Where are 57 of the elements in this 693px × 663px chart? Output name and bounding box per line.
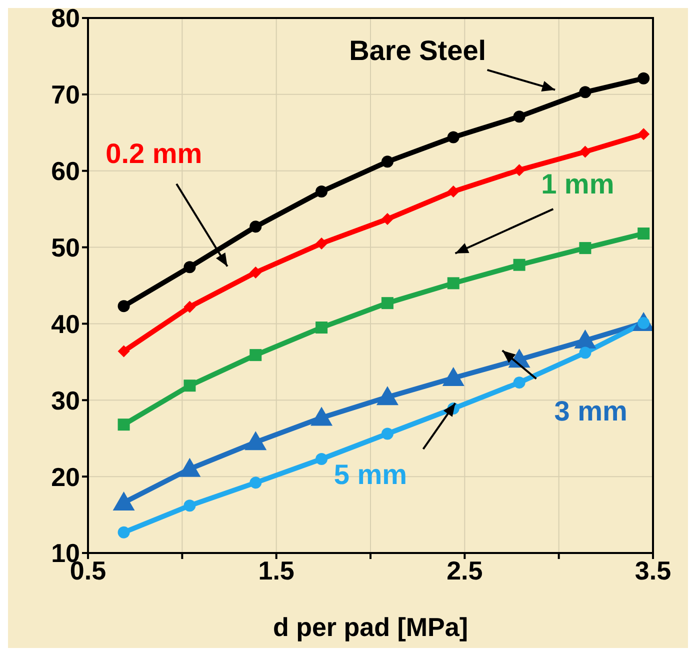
point	[579, 146, 592, 158]
point	[638, 128, 650, 140]
point	[244, 431, 267, 450]
y-tick-label: 70	[51, 80, 80, 110]
point	[513, 164, 526, 176]
x-axis-title: d per pad [MPa]	[272, 612, 468, 642]
point	[112, 492, 135, 511]
point	[178, 458, 201, 477]
point	[579, 346, 592, 359]
y-tick-label: 30	[51, 385, 80, 416]
x-tick-label: 1.5	[258, 555, 294, 586]
point	[118, 345, 130, 358]
point	[381, 213, 394, 226]
y-tick-label: 40	[51, 308, 80, 339]
point	[381, 297, 394, 310]
point	[638, 72, 650, 84]
point	[250, 220, 262, 233]
point	[316, 237, 328, 250]
point	[447, 277, 460, 290]
point	[447, 185, 460, 198]
point	[118, 526, 130, 538]
point	[250, 266, 262, 279]
point	[184, 500, 196, 512]
point	[579, 242, 592, 254]
point	[316, 322, 328, 334]
point	[118, 418, 130, 431]
point	[513, 376, 526, 389]
y-tick-label: 60	[51, 156, 80, 186]
point	[381, 156, 394, 168]
point	[316, 452, 328, 465]
point	[250, 349, 262, 362]
series-label: Bare Steel	[349, 34, 486, 66]
point	[184, 261, 196, 274]
y-tick-label: 20	[51, 462, 80, 492]
point	[184, 380, 196, 392]
series-label: 3 mm	[554, 396, 628, 427]
point	[316, 185, 328, 198]
y-tick-label: 50	[51, 232, 80, 263]
point	[376, 386, 398, 406]
point	[118, 300, 130, 312]
text: 0.2 mm	[106, 138, 202, 169]
point	[442, 366, 464, 386]
point	[574, 330, 596, 349]
point	[310, 406, 333, 426]
y-tick-label: 80	[51, 3, 80, 34]
point	[513, 110, 526, 123]
x-tick-label: 2.5	[446, 555, 483, 586]
point	[250, 476, 262, 489]
point	[381, 428, 394, 440]
point	[447, 131, 460, 144]
x-tick-label: 3.5	[634, 555, 672, 586]
series-label: 1 mm	[541, 168, 614, 200]
point	[579, 86, 592, 98]
series-label: 5 mm	[334, 458, 408, 490]
point	[513, 258, 526, 271]
point	[638, 228, 650, 240]
point	[184, 300, 196, 313]
